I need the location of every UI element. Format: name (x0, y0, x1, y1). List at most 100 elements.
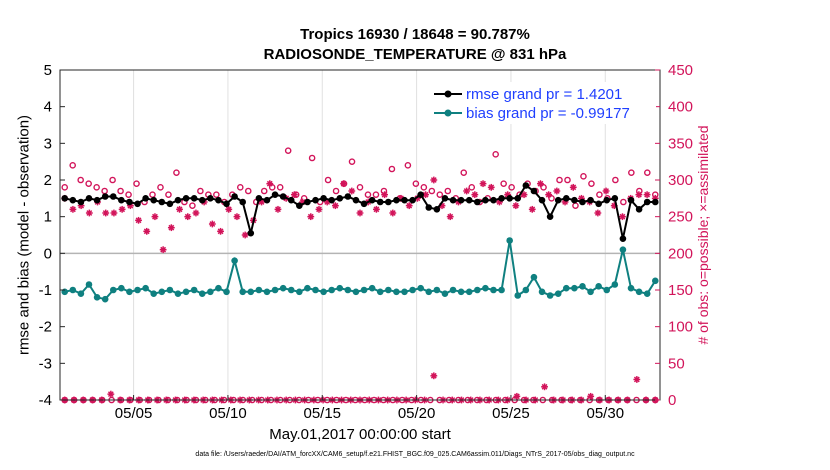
bias-point (554, 290, 562, 297)
obs-assimilated-point (331, 202, 339, 210)
y-tick-label-left: 0 (44, 245, 52, 262)
obs-assimilated-point (446, 213, 454, 221)
x-tick-label: 05/25 (492, 405, 530, 422)
bias-point (101, 295, 109, 303)
asterisk-stroke (439, 202, 445, 209)
bias-point (449, 286, 457, 294)
obs-assimilated-bottom-point (107, 390, 115, 398)
rmse-point (376, 198, 384, 206)
obs-possible-point (101, 187, 108, 195)
y-tick-label-right: 150 (668, 282, 693, 299)
y-tick-label-right: 200 (668, 245, 693, 262)
bias-point (223, 288, 230, 296)
asterisk-stroke (176, 206, 183, 213)
rmse-point (182, 195, 190, 202)
bias-point (344, 286, 352, 294)
asterisk-stroke (513, 393, 520, 400)
plot-frame (59, 69, 661, 401)
y-tick-label-right: 450 (668, 62, 693, 79)
rmse-point (417, 191, 424, 198)
asterisk-stroke (135, 217, 142, 224)
bias-point (465, 288, 473, 296)
bias-point (579, 283, 586, 290)
x-tick-label: 05/20 (398, 405, 436, 422)
obs-possible-point (492, 151, 499, 158)
rmse-point (207, 195, 214, 202)
data-file-footnote: data file: /Users/raeder/DAI/ATM_forcXX/… (195, 451, 635, 458)
rmse-point (530, 187, 538, 195)
bias-point (603, 286, 611, 294)
rmse-point (158, 198, 166, 206)
obs-assimilated-point (487, 183, 495, 191)
obs-possible-point (468, 184, 476, 191)
rmse-point (401, 196, 408, 204)
bias-point (304, 284, 311, 292)
obs-assimilated-point (225, 205, 233, 213)
y-tick-label-left: 2 (44, 172, 52, 189)
x-tick-label: 05/15 (303, 405, 341, 422)
obs-possible-point (620, 198, 627, 206)
obs-possible-point (236, 184, 244, 191)
obs-assimilated-point (176, 205, 183, 213)
bias-point (126, 288, 133, 296)
obs-possible-point (69, 162, 76, 169)
obs-possible-point (572, 202, 579, 209)
bias-point (287, 286, 295, 294)
bias-point (352, 288, 360, 296)
series-layer (61, 147, 659, 404)
rmse-point (118, 196, 125, 204)
y-tick-label-left: -2 (39, 319, 52, 336)
obs-possible-point (500, 180, 507, 187)
obs-possible-point (508, 184, 515, 191)
bias-point (514, 292, 522, 299)
y-tick-label-right: 100 (668, 319, 693, 336)
bias-point (360, 286, 368, 294)
y-tick-label-right: 0 (668, 392, 676, 409)
obs-possible-point (420, 184, 428, 191)
bias-point (182, 288, 190, 296)
rmse-point (296, 202, 303, 209)
legend: rmse grand pr = 1.4201 bias grand pr = -0… (430, 82, 656, 124)
obs-possible-point (189, 202, 196, 209)
bias-point (546, 292, 554, 299)
rmse-point (619, 235, 627, 242)
obs-possible-point (117, 187, 124, 195)
asterisk-stroke (258, 199, 265, 205)
asterisk-stroke (619, 213, 626, 220)
bias-point (231, 257, 238, 264)
bias-point (595, 283, 602, 290)
obs-assimilated-point (479, 180, 487, 188)
obs-assimilated-point (143, 227, 151, 235)
obs-possible-point (388, 165, 396, 173)
asterisk-stroke (537, 180, 544, 187)
rmse-point (287, 196, 295, 204)
obs-assimilated-point (528, 205, 536, 213)
obs-assimilated-point (471, 191, 479, 199)
asterisk-stroke (193, 210, 199, 216)
obs-assimilated-point (217, 227, 224, 235)
bias-point (198, 290, 206, 297)
rmse-point (215, 196, 222, 204)
obs-assimilated-point (135, 216, 142, 224)
obs-assimilated-point (356, 209, 364, 217)
obs-possible-point (157, 184, 164, 191)
asterisk-stroke (348, 188, 355, 194)
rmse-point (198, 196, 206, 204)
obs-possible-point (133, 180, 140, 187)
asterisk-stroke (168, 224, 175, 231)
y-tick-label-right: 50 (668, 355, 685, 372)
obs-assimilated-bottom-point (541, 383, 548, 391)
bias-point (368, 284, 376, 292)
legend-label: rmse grand pr = 1.4201 (466, 86, 622, 103)
bias-point (328, 286, 335, 294)
obs-possible-point (109, 176, 116, 184)
rmse-point (611, 195, 619, 202)
rmse-point (457, 196, 465, 204)
rmse-point (579, 198, 586, 206)
obs-possible-point (244, 187, 252, 195)
obs-possible-point (213, 191, 220, 198)
bias-point (498, 286, 505, 294)
rmse-point (651, 198, 659, 206)
obs-assimilated-point (389, 209, 397, 217)
asterisk-stroke (512, 202, 519, 209)
